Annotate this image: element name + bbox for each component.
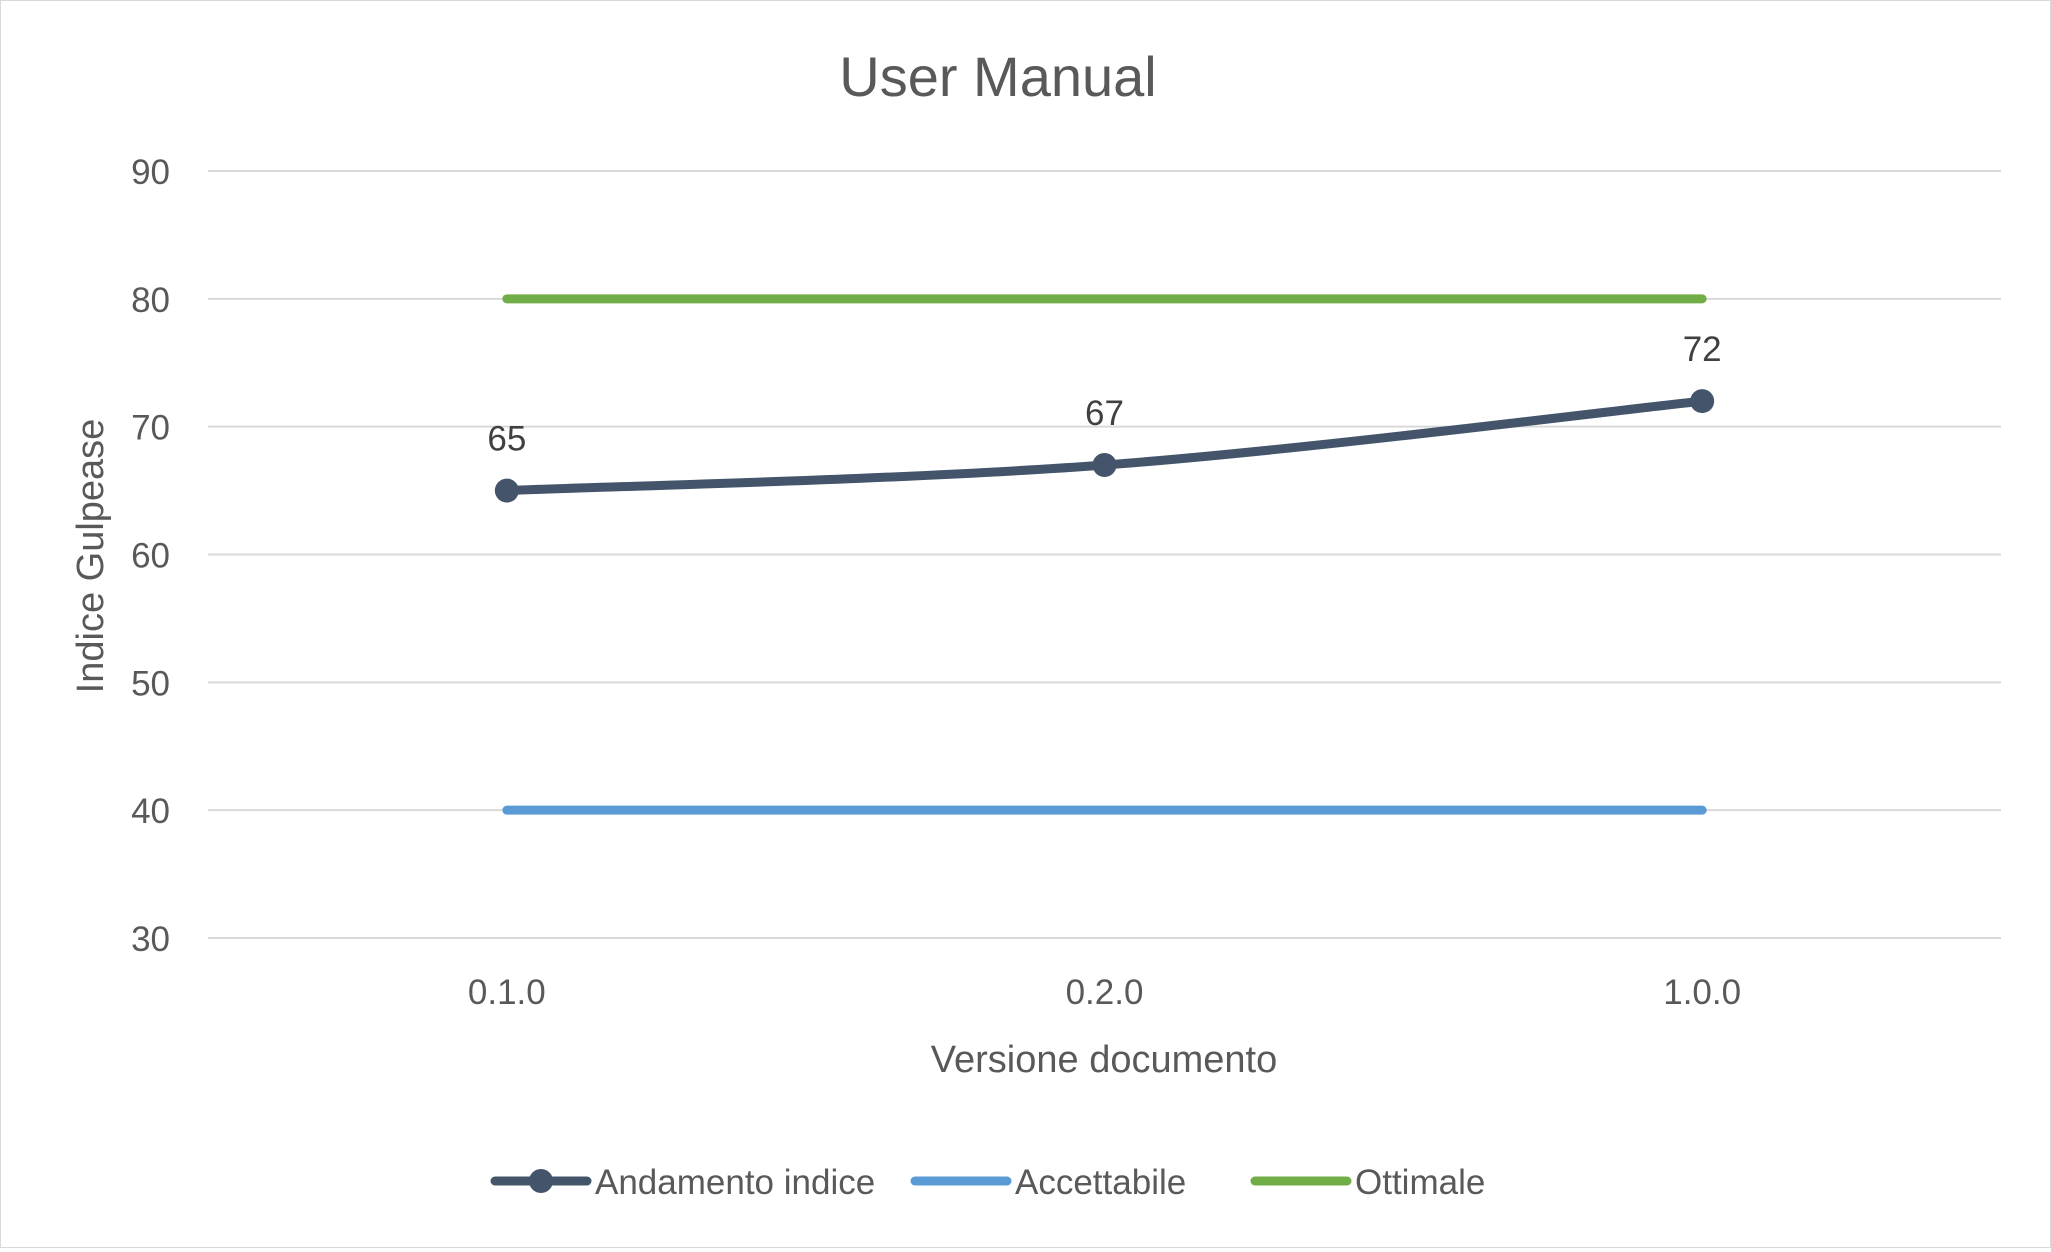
data-point-andamento-indice bbox=[1092, 453, 1117, 478]
y-tick-label: 70 bbox=[131, 409, 170, 448]
data-labels: 65 67 72 bbox=[487, 330, 1721, 458]
x-axis-title: Versione documento bbox=[931, 1039, 1277, 1081]
data-point-andamento-indice bbox=[1690, 389, 1715, 414]
data-label: 65 bbox=[487, 420, 526, 459]
x-tick-label: 0.1.0 bbox=[468, 973, 546, 1012]
y-tick-label: 30 bbox=[131, 920, 170, 959]
y-tick-label: 40 bbox=[131, 792, 170, 831]
chart-title: User Manual bbox=[839, 45, 1156, 108]
legend-label: Ottimale bbox=[1355, 1163, 1485, 1202]
x-tick-label: 1.0.0 bbox=[1663, 973, 1741, 1012]
data-point-andamento-indice bbox=[494, 478, 519, 503]
y-axis-ticks: 30 40 50 60 70 80 90 bbox=[131, 153, 170, 959]
gridlines bbox=[208, 170, 2001, 939]
data-label: 72 bbox=[1683, 330, 1722, 369]
y-tick-label: 60 bbox=[131, 537, 170, 576]
legend: Andamento indice Accettabile Ottimale bbox=[490, 1163, 1485, 1202]
x-axis-ticks: 0.1.0 0.2.0 1.0.0 bbox=[468, 973, 1741, 1012]
x-tick-label: 0.2.0 bbox=[1066, 973, 1144, 1012]
series-markers bbox=[494, 389, 1715, 503]
data-label: 67 bbox=[1085, 394, 1124, 433]
y-tick-label: 80 bbox=[131, 281, 170, 320]
y-tick-label: 50 bbox=[131, 664, 170, 703]
legend-marker-andamento-indice bbox=[529, 1169, 553, 1193]
legend-label: Andamento indice bbox=[595, 1163, 875, 1202]
y-tick-label: 90 bbox=[131, 153, 170, 192]
legend-label: Accettabile bbox=[1015, 1163, 1186, 1202]
y-axis-title: Indice Gulpease bbox=[70, 419, 112, 694]
